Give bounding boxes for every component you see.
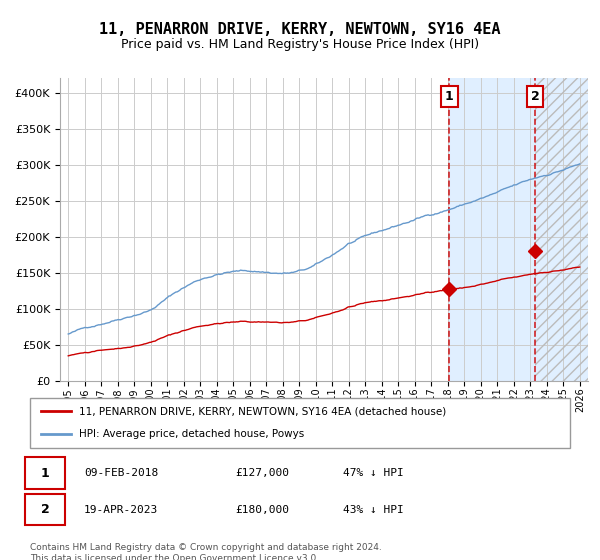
Text: 11, PENARRON DRIVE, KERRY, NEWTOWN, SY16 4EA (detached house): 11, PENARRON DRIVE, KERRY, NEWTOWN, SY16… xyxy=(79,406,446,416)
Text: Contains HM Land Registry data © Crown copyright and database right 2024.
This d: Contains HM Land Registry data © Crown c… xyxy=(30,543,382,560)
FancyBboxPatch shape xyxy=(25,458,65,489)
Text: 43% ↓ HPI: 43% ↓ HPI xyxy=(343,505,404,515)
Text: £127,000: £127,000 xyxy=(235,468,289,478)
Text: £180,000: £180,000 xyxy=(235,505,289,515)
Text: 47% ↓ HPI: 47% ↓ HPI xyxy=(343,468,404,478)
Bar xyxy=(535,78,588,381)
Text: 1: 1 xyxy=(445,90,454,103)
FancyBboxPatch shape xyxy=(30,398,570,448)
FancyBboxPatch shape xyxy=(25,494,65,525)
Text: HPI: Average price, detached house, Powys: HPI: Average price, detached house, Powy… xyxy=(79,430,304,440)
Text: 2: 2 xyxy=(531,90,539,103)
Text: 2: 2 xyxy=(41,503,49,516)
Text: 11, PENARRON DRIVE, KERRY, NEWTOWN, SY16 4EA: 11, PENARRON DRIVE, KERRY, NEWTOWN, SY16… xyxy=(99,22,501,38)
Text: 09-FEB-2018: 09-FEB-2018 xyxy=(84,468,158,478)
Text: Price paid vs. HM Land Registry's House Price Index (HPI): Price paid vs. HM Land Registry's House … xyxy=(121,38,479,50)
Bar xyxy=(449,78,588,381)
Text: 19-APR-2023: 19-APR-2023 xyxy=(84,505,158,515)
Text: 1: 1 xyxy=(41,466,49,480)
